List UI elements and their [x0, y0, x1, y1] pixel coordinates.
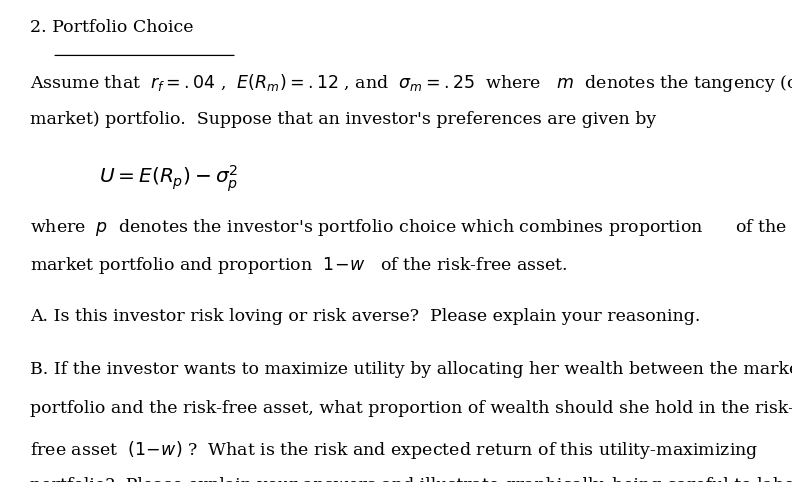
Text: 2. Portfolio Choice: 2. Portfolio Choice [30, 19, 193, 36]
Text: $U = E(R_p)-\sigma_p^2$: $U = E(R_p)-\sigma_p^2$ [99, 164, 238, 194]
Text: Assume that  $r_f = .04$ ,  $E(R_m) = .12$ , and  $\sigma_m = .25$  where   $m$ : Assume that $r_f = .04$ , $E(R_m) = .12$… [30, 72, 792, 94]
Text: portfolio and the risk-free asset, what proportion of wealth should she hold in : portfolio and the risk-free asset, what … [30, 400, 792, 417]
Text: A. Is this investor risk loving or risk averse?  Please explain your reasoning.: A. Is this investor risk loving or risk … [30, 308, 700, 325]
Text: where  $p$  denotes the investor's portfolio choice which combines proportion   : where $p$ denotes the investor's portfol… [30, 217, 787, 238]
Text: market portfolio and proportion  $1\!-\!w$   of the risk-free asset.: market portfolio and proportion $1\!-\!w… [30, 255, 568, 277]
Text: B. If the investor wants to maximize utility by allocating her wealth between th: B. If the investor wants to maximize uti… [30, 362, 792, 378]
Text: portfolio?  Please explain your answers and illustrate graphically, being carefu: portfolio? Please explain your answers a… [30, 477, 792, 482]
Text: free asset  $(1\!-\!w)$ ?  What is the risk and expected return of this utility-: free asset $(1\!-\!w)$ ? What is the ris… [30, 439, 759, 461]
Text: market) portfolio.  Suppose that an investor's preferences are given by: market) portfolio. Suppose that an inves… [30, 111, 657, 128]
